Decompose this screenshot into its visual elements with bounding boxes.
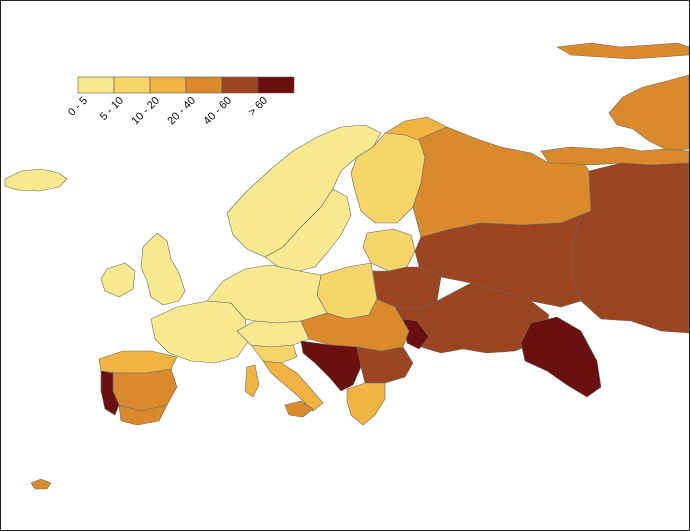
region-france bbox=[150, 300, 250, 364]
region-macaronesia bbox=[30, 478, 52, 490]
region-svalbard bbox=[556, 42, 689, 60]
legend-swatch-2 bbox=[149, 76, 187, 94]
legend-label-5: > 60 bbox=[246, 95, 270, 119]
legend: 0 - 5 5 - 10 10 - 20 20 - 40 40 - 60 > 60 bbox=[66, 76, 295, 128]
region-iceland bbox=[4, 168, 68, 192]
legend-swatch-3 bbox=[185, 76, 223, 94]
legend-label-1: 5 - 10 bbox=[98, 95, 126, 123]
region-portugal-west bbox=[100, 370, 120, 416]
legend-swatch-1 bbox=[113, 76, 151, 94]
legend-swatch-4 bbox=[221, 76, 259, 94]
region-arctic-islands bbox=[608, 74, 689, 152]
region-balkans-east bbox=[356, 346, 414, 384]
legend-label-2: 10 - 20 bbox=[129, 95, 162, 128]
region-alps bbox=[236, 320, 310, 348]
region-sicily bbox=[284, 400, 314, 418]
legend-label-4: 40 - 60 bbox=[201, 95, 234, 128]
region-iberia-central bbox=[112, 368, 178, 412]
region-italy-north bbox=[250, 344, 298, 364]
legend-swatch-5 bbox=[257, 76, 295, 94]
legend-label-3: 20 - 40 bbox=[165, 95, 198, 128]
legend-swatch-0 bbox=[77, 76, 115, 94]
legend-label-0: 0 - 5 bbox=[66, 95, 90, 119]
region-ireland bbox=[100, 262, 136, 298]
region-moldova bbox=[402, 318, 430, 350]
region-balkans-west bbox=[300, 340, 362, 392]
region-greece bbox=[346, 382, 386, 426]
region-russia-northwest bbox=[412, 126, 592, 238]
region-crimea-caucasus bbox=[520, 316, 602, 398]
region-russia-north bbox=[540, 146, 689, 166]
region-benelux-germany bbox=[206, 264, 328, 324]
region-iberia-south bbox=[118, 404, 168, 426]
region-british-isles bbox=[140, 232, 186, 306]
region-italy-south bbox=[262, 360, 324, 412]
region-sardinia-corsica bbox=[244, 364, 260, 398]
